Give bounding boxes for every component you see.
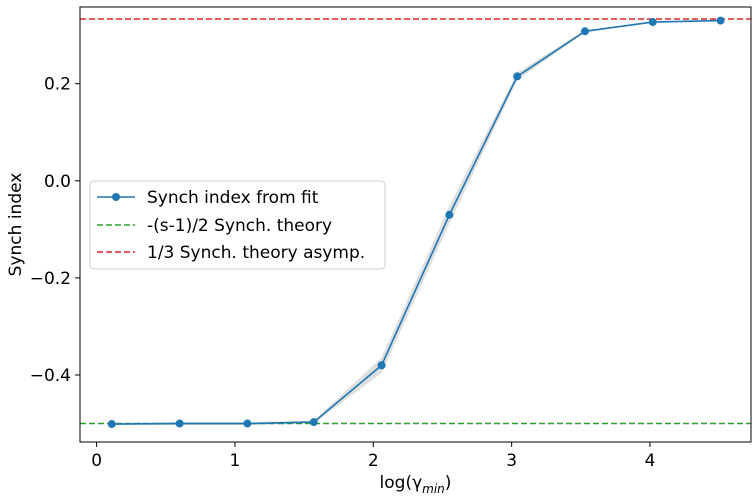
x-axis-label-main: log(γ [380,473,423,493]
data-point [716,16,725,25]
y-axis-label: Synch index [6,173,26,277]
y-axis-ticks: −0.4 −0.2 0.0 0.2 [30,75,80,386]
data-point [648,18,657,27]
x-tick-label: 0 [91,451,102,471]
data-point [580,27,589,36]
y-tick-label: 0.0 [44,172,71,192]
x-axis-label-subscript: min [422,482,445,496]
data-point [107,420,116,429]
y-tick-label: −0.4 [30,366,71,386]
data-point [243,419,252,428]
data-point [309,418,318,427]
x-tick-label: 1 [230,451,241,471]
x-tick-label: 3 [506,451,517,471]
data-point [175,419,184,428]
data-point [445,210,454,219]
legend-label: Synch index from fit [147,188,319,208]
plot-frame [79,6,752,443]
fit-series-line [111,19,721,425]
x-axis-label-close: ) [445,473,452,493]
x-axis-ticks: 0 1 2 3 4 [91,442,655,471]
legend: Synch index from fit -(s-1)/2 Synch. theo… [89,180,386,270]
data-point [513,72,522,81]
legend-box [89,180,386,270]
legend-swatch-marker [112,193,120,201]
y-tick-label: 0.2 [44,75,71,95]
x-tick-label: 4 [645,451,656,471]
data-point [377,361,386,370]
x-tick-label: 2 [368,451,379,471]
legend-label: -(s-1)/2 Synch. theory [147,216,332,236]
legend-label: 1/3 Synch. theory asymp. [147,243,365,263]
series-layer [107,16,725,429]
x-axis-label: log(γmin) [380,473,452,496]
y-tick-label: −0.2 [30,269,71,289]
